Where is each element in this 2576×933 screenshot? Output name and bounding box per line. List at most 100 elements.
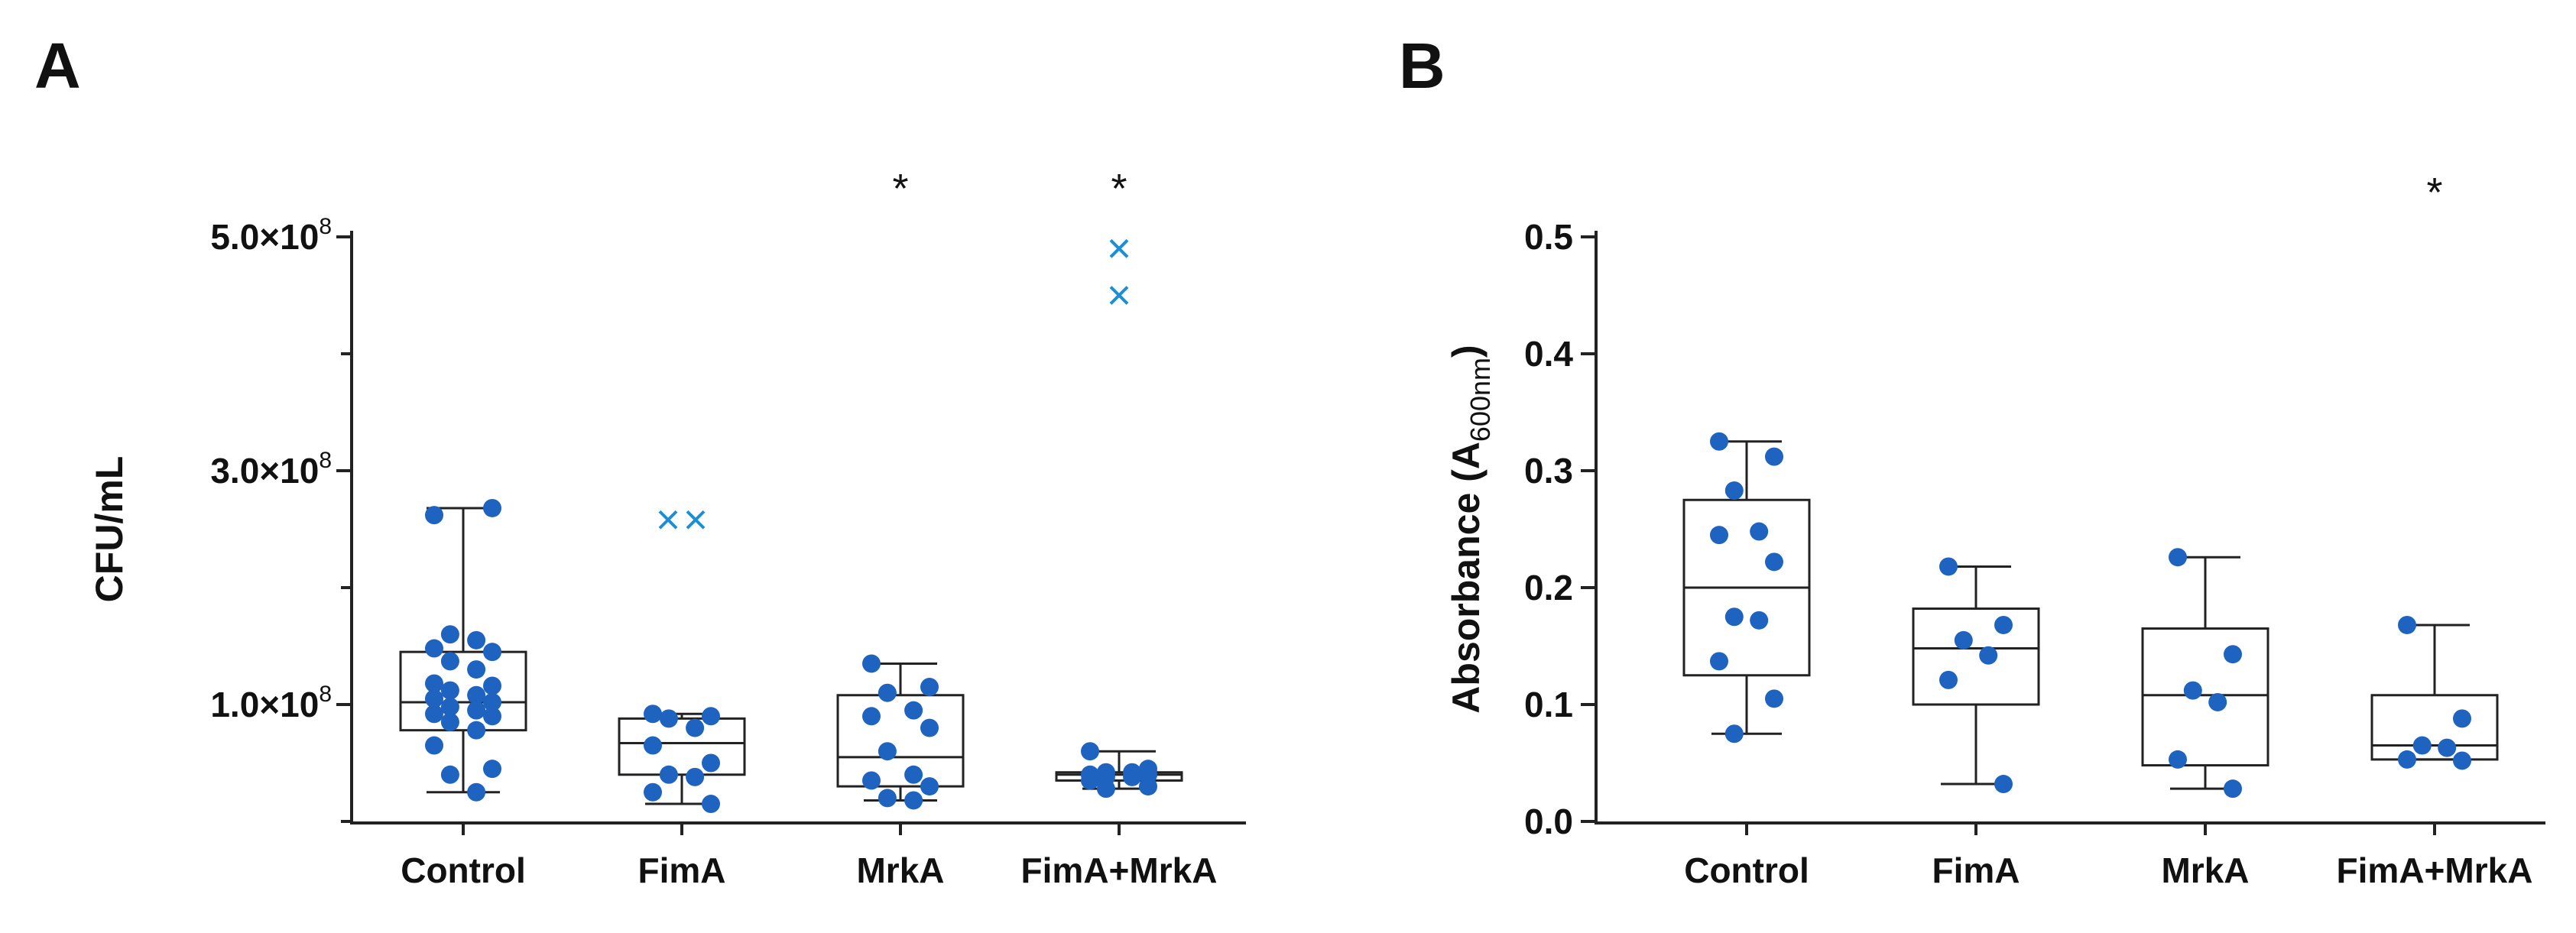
data-point (920, 718, 939, 737)
x-tick-label: FimA (638, 850, 726, 890)
data-point (920, 678, 939, 697)
data-point (425, 674, 443, 693)
data-point (904, 765, 923, 784)
outlier-point (1109, 286, 1129, 305)
data-point (425, 689, 443, 708)
data-point (644, 705, 662, 724)
data-point (483, 676, 501, 695)
data-point (862, 707, 881, 726)
data-point (483, 692, 501, 711)
data-point (1994, 775, 2013, 794)
outlier-stroke (1109, 238, 1129, 258)
y-tick-label: 0.0 (1524, 802, 1573, 841)
data-point (1123, 767, 1142, 786)
data-point (1724, 481, 1744, 501)
data-point (1710, 526, 1728, 545)
data-point (440, 765, 459, 784)
data-point (467, 701, 486, 720)
data-point (2183, 681, 2202, 700)
data-point (1724, 724, 1744, 743)
data-point (1765, 447, 1783, 466)
outlier-stroke (686, 510, 706, 530)
data-point (659, 709, 678, 728)
data-point (878, 742, 897, 761)
outlier-stroke (658, 510, 678, 530)
data-point (878, 789, 897, 808)
data-point (1765, 552, 1783, 572)
y-tick-label: 3.0×108 (210, 448, 332, 491)
y-tick-label: 5.0×108 (210, 214, 332, 257)
panel-a: A 1.0×108 3.0×108 5.0×108 CFU/mL Control FimA… (34, 30, 1246, 890)
data-point (2208, 692, 2227, 711)
panel-b-letter: B (1399, 30, 1445, 102)
data-point (467, 660, 486, 679)
y-tick-label: 0.4 (1524, 334, 1573, 374)
data-point (1724, 607, 1744, 627)
outlier-stroke (1109, 286, 1129, 305)
x-tick-label: FimA+MrkA (1021, 850, 1218, 890)
data-point (425, 639, 443, 658)
data-point (2438, 738, 2457, 757)
outlier-point (658, 510, 678, 530)
data-point (904, 701, 923, 720)
y-tick-label: 0.1 (1524, 685, 1573, 724)
data-point (702, 795, 720, 814)
data-point (1710, 432, 1728, 451)
data-point (483, 760, 501, 779)
data-point (659, 765, 678, 784)
significance-star: * (892, 166, 908, 212)
data-point (1994, 615, 2013, 634)
x-tick-label: Control (1684, 850, 1809, 890)
box-iqr (399, 650, 527, 732)
y-tick-label: 0.5 (1524, 217, 1573, 257)
x-tick-label: MrkA (2161, 850, 2249, 890)
data-point (1710, 652, 1728, 671)
data-point (440, 712, 459, 731)
data-point (440, 681, 459, 700)
data-point (467, 782, 486, 802)
data-point (920, 777, 939, 796)
y-axis-title: Absorbance (A600nm) (1445, 345, 1496, 713)
data-point (440, 698, 459, 717)
data-point (440, 625, 459, 644)
data-point (1081, 742, 1099, 761)
x-tick-label: MrkA (856, 850, 944, 890)
box-iqr (618, 717, 746, 776)
outlier-point (1109, 238, 1129, 258)
data-point (483, 498, 501, 517)
box-iqr (1912, 607, 2040, 706)
data-point (425, 506, 443, 525)
y-axis-title: CFU/mL (88, 456, 131, 603)
box-iqr (2370, 694, 2499, 761)
data-point (2169, 548, 2187, 567)
data-point (2398, 750, 2416, 769)
data-point (483, 707, 501, 726)
data-point (904, 791, 923, 810)
data-point (702, 707, 720, 726)
data-point (2453, 751, 2471, 770)
significance-star: * (2426, 170, 2442, 215)
data-point (1096, 779, 1115, 799)
data-point (440, 652, 459, 671)
data-point (878, 683, 897, 702)
y-tick-label: 0.2 (1524, 568, 1573, 607)
data-point (1765, 689, 1783, 708)
data-point (1081, 771, 1099, 790)
data-point (862, 771, 881, 790)
data-point (862, 654, 881, 673)
data-point (483, 643, 501, 662)
data-point (2224, 779, 2242, 799)
significance-star: * (1111, 166, 1127, 212)
x-tick-label: FimA+MrkA (2337, 850, 2533, 890)
data-point (686, 767, 705, 786)
data-point (1939, 670, 1958, 689)
data-point (425, 705, 443, 724)
data-point (467, 630, 486, 650)
data-point (1139, 777, 1157, 796)
y-tick-label: 0.3 (1524, 451, 1573, 491)
data-point (644, 782, 662, 802)
y-tick-label: 1.0×108 (210, 682, 332, 724)
panel-b: B 0.0 0.1 0.2 0.3 0.4 0.5 Absorbance (A600nm) C… (1399, 30, 2545, 890)
box-iqr (1055, 771, 1183, 782)
data-point (425, 736, 443, 755)
